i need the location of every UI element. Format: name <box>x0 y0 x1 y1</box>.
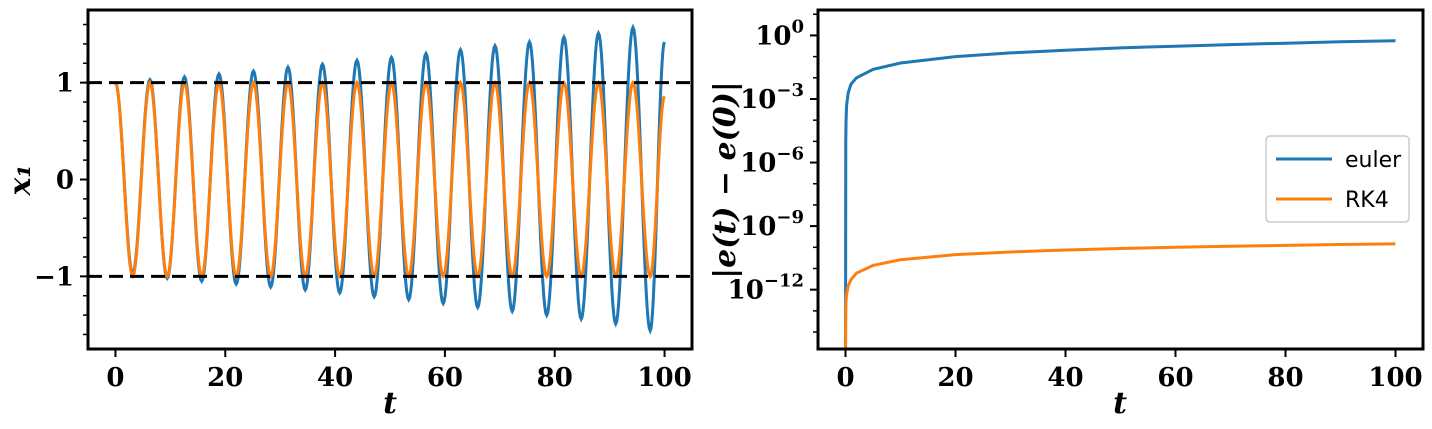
legend-label-euler: euler <box>1345 148 1402 173</box>
left-y-axis-label: x₁ <box>3 164 38 196</box>
left-series-group <box>114 23 666 335</box>
right-x-tick-label: 0 <box>836 363 854 393</box>
right-y-tick-label: 100 <box>755 16 804 51</box>
left-y-tick-label: −1 <box>34 262 74 292</box>
left-x-ticks: 0 20 40 60 80 100 <box>106 349 692 393</box>
left-x-tick-label: 60 <box>427 363 463 393</box>
right-y-tick-label: 10−9 <box>740 207 804 242</box>
right-series-line-euler <box>844 39 1396 351</box>
left-x-tick-label: 0 <box>106 363 124 393</box>
right-y-tick-label: 10−12 <box>728 271 804 306</box>
left-x-axis-label: t <box>383 386 397 421</box>
left-y-ticks: 1 0 −1 <box>34 23 88 336</box>
left-y-tick-label: 1 <box>56 69 74 99</box>
left-y-tick-label: 0 <box>56 166 74 196</box>
right-series-line-RK4 <box>844 242 1396 351</box>
right-x-tick-label: 40 <box>1047 363 1083 393</box>
right-x-tick-label: 80 <box>1267 363 1303 393</box>
right-x-tick-label: 20 <box>937 363 973 393</box>
left-x-tick-label: 80 <box>537 363 573 393</box>
right-plot-frame <box>816 8 1425 351</box>
legend-label-rk4: RK4 <box>1345 188 1389 213</box>
right-y-tick-label: 10−3 <box>740 80 804 115</box>
left-reference-lines <box>88 81 692 278</box>
left-series-line-1 <box>114 79 666 280</box>
legend: euler RK4 <box>1265 135 1410 223</box>
left-series-line-0 <box>114 23 666 335</box>
right-x-tick-label: 60 <box>1157 363 1193 393</box>
left-x-tick-label: 20 <box>207 363 243 393</box>
left-chart-panel: 0 20 40 60 80 100 1 0 −1 t x₁ <box>3 8 694 421</box>
right-chart-panel: 0 20 40 60 80 100 100 10−3 10−6 10−9 10−12 t |e(t… <box>708 8 1425 421</box>
left-x-tick-label: 40 <box>317 363 353 393</box>
right-y-tick-label: 10−6 <box>740 144 804 179</box>
right-x-ticks: 0 20 40 60 80 100 <box>836 349 1423 393</box>
right-y-ticks: 100 10−3 10−6 10−9 10−12 <box>728 13 818 333</box>
right-y-axis-label: |e(t) − e(0)| <box>708 81 743 279</box>
left-x-tick-label: 100 <box>637 363 691 393</box>
right-x-axis-label: t <box>1113 386 1127 421</box>
right-series-group <box>844 39 1396 351</box>
right-x-tick-label: 100 <box>1368 363 1422 393</box>
